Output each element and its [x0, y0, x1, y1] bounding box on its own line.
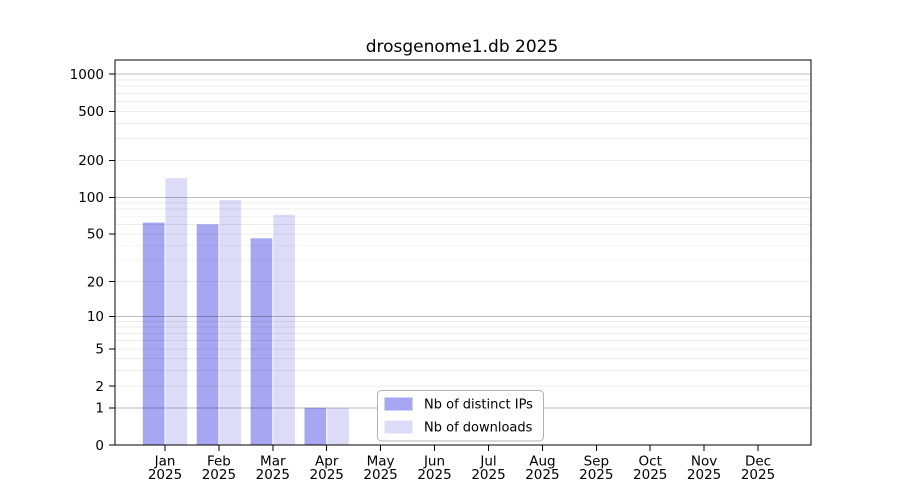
- legend-swatch-downloads: [384, 420, 413, 434]
- bars-layer: [142, 178, 349, 445]
- bar-downloads-jan: [165, 178, 188, 445]
- y-tick-label-10: 10: [87, 309, 104, 325]
- legend-label-distinct-ips: Nb of distinct IPs: [424, 398, 533, 413]
- x-tick-label-jul: Jul: [479, 454, 496, 470]
- x-tick-label-apr: Apr: [315, 454, 339, 470]
- axes-layer: 10005002001005020105210Jan2025Feb2025Mar…: [70, 59, 812, 483]
- x-tick-year-feb: 2025: [202, 467, 236, 483]
- x-tick-label-sep: Sep: [584, 454, 609, 470]
- x-tick-year-nov: 2025: [687, 467, 721, 483]
- x-tick-label-jun: Jun: [423, 454, 445, 470]
- y-tick-label-100: 100: [78, 190, 104, 206]
- x-tick-year-apr: 2025: [310, 467, 344, 483]
- y-tick-label-5: 5: [95, 342, 104, 358]
- x-tick-label-aug: Aug: [529, 454, 555, 470]
- y-tick-label-1: 1: [95, 401, 104, 417]
- gridlines-layer: [115, 73, 811, 409]
- x-tick-label-mar: Mar: [260, 454, 286, 470]
- x-tick-year-oct: 2025: [633, 467, 667, 483]
- x-tick-year-mar: 2025: [256, 467, 290, 483]
- x-tick-label-may: May: [367, 454, 395, 470]
- x-tick-year-aug: 2025: [525, 467, 559, 483]
- legend-swatch-distinct-ips: [384, 397, 413, 411]
- y-tick-label-1000: 1000: [70, 67, 104, 83]
- bar-distinct-ips-feb: [196, 224, 219, 445]
- legend: Nb of distinct IPs Nb of downloads: [377, 390, 544, 442]
- bar-distinct-ips-jan: [142, 222, 165, 445]
- x-tick-year-jul: 2025: [471, 467, 505, 483]
- plot-frame: [114, 59, 812, 446]
- x-tick-label-nov: Nov: [691, 454, 717, 470]
- x-tick-label-feb: Feb: [207, 454, 231, 470]
- y-tick-label-50: 50: [87, 227, 104, 243]
- bar-distinct-ips-apr: [304, 407, 327, 445]
- y-tick-label-200: 200: [78, 153, 104, 169]
- chart-title: drosgenome1.db 2025: [366, 37, 559, 57]
- x-tick-year-dec: 2025: [741, 467, 775, 483]
- legend-box: [377, 390, 544, 442]
- y-tick-label-20: 20: [87, 274, 104, 290]
- y-tick-label-500: 500: [78, 104, 104, 120]
- y-tick-label-0: 0: [95, 438, 104, 454]
- bar-downloads-mar: [273, 214, 295, 445]
- x-tick-label-jan: Jan: [154, 454, 176, 470]
- bar-distinct-ips-mar: [250, 238, 273, 445]
- x-tick-year-jun: 2025: [417, 467, 451, 483]
- x-tick-year-jan: 2025: [148, 467, 182, 483]
- bar-downloads-apr: [327, 407, 349, 445]
- x-tick-year-sep: 2025: [579, 467, 613, 483]
- x-tick-label-dec: Dec: [745, 454, 771, 470]
- legend-label-downloads: Nb of downloads: [424, 421, 533, 436]
- x-tick-year-may: 2025: [363, 467, 397, 483]
- x-tick-label-oct: Oct: [639, 454, 662, 470]
- y-tick-label-2: 2: [95, 379, 104, 395]
- bar-downloads-feb: [219, 200, 242, 445]
